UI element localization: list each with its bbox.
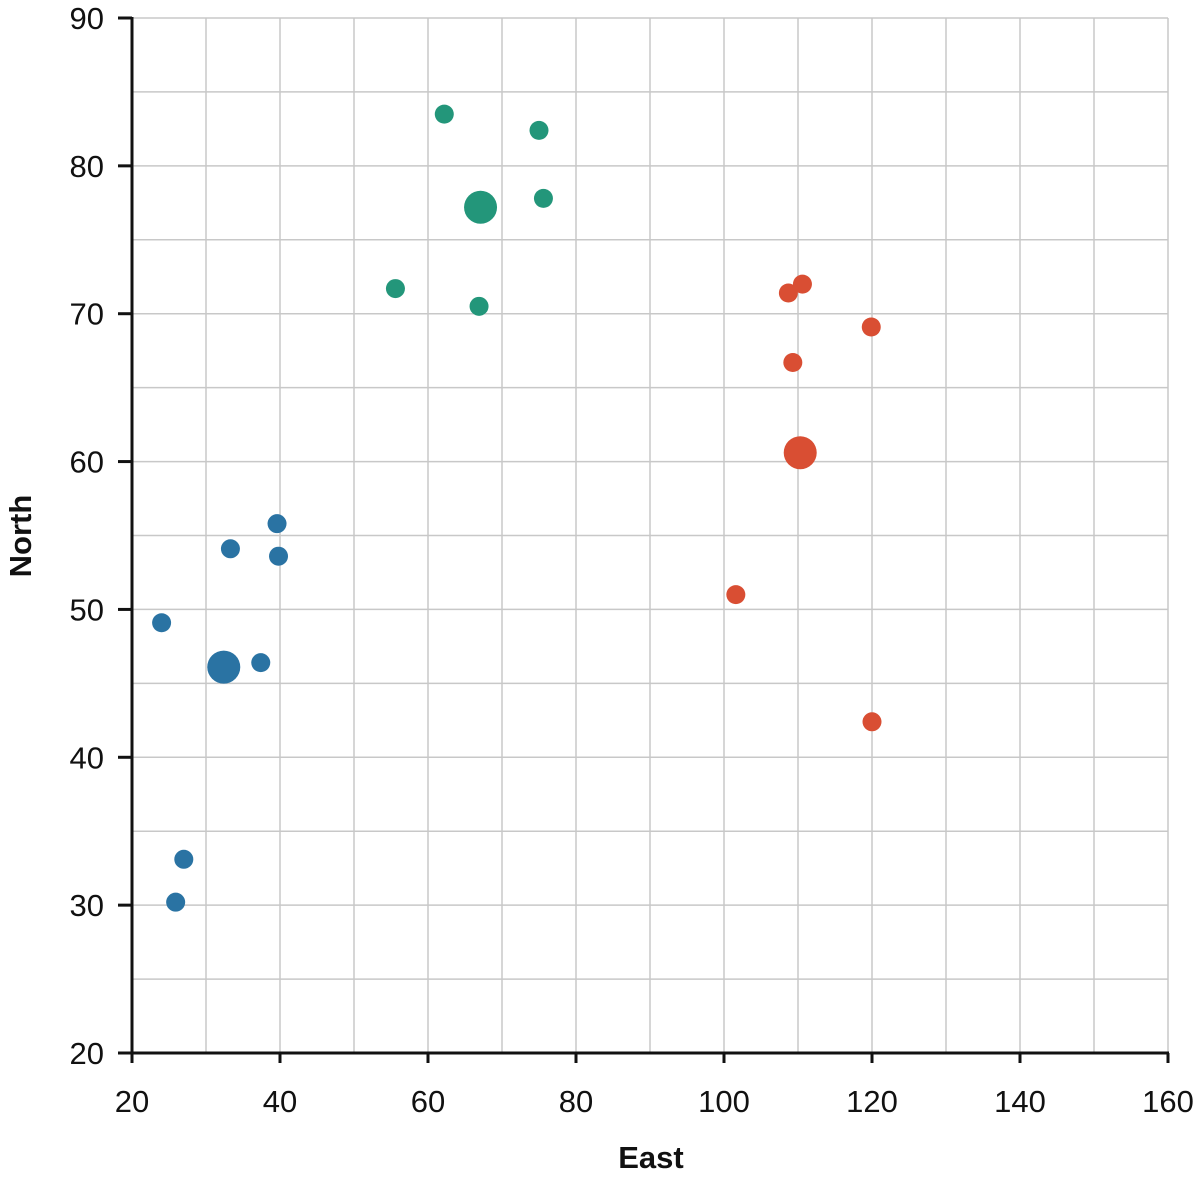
x-tick-label: 40	[263, 1084, 297, 1119]
data-point	[469, 296, 489, 316]
data-point	[434, 104, 454, 124]
data-point	[861, 317, 881, 337]
y-tick-label: 30	[70, 888, 104, 923]
x-tick-label: 80	[559, 1084, 593, 1119]
data-point	[529, 120, 549, 140]
series-2	[385, 104, 553, 316]
tick-labels: 20 40 60 80 100 120 140 160 20 30 40 50 60 70 80 90	[70, 1, 1194, 1119]
data-point	[783, 436, 817, 470]
x-tick-label: 120	[846, 1084, 898, 1119]
data-point	[220, 539, 240, 559]
data-point	[385, 279, 405, 299]
series-1	[152, 514, 289, 912]
y-tick-label: 60	[70, 445, 104, 480]
data-point	[251, 653, 271, 673]
grid	[132, 17, 1169, 1053]
data-point	[862, 712, 882, 732]
data-point	[207, 650, 241, 684]
y-tick-label: 50	[70, 592, 104, 627]
data-points	[152, 104, 882, 912]
data-point	[783, 353, 803, 373]
x-axis-title: East	[618, 1140, 683, 1175]
y-tick-label: 70	[70, 297, 104, 332]
y-tick-label: 40	[70, 740, 104, 775]
data-point	[166, 892, 186, 912]
data-point	[792, 274, 812, 294]
series-3	[726, 274, 882, 732]
data-point	[778, 283, 798, 303]
y-axis-title: North	[3, 495, 38, 578]
y-tick-label: 20	[70, 1036, 104, 1071]
y-tick-label: 80	[70, 149, 104, 184]
data-point	[269, 546, 289, 566]
data-point	[174, 849, 194, 869]
data-point	[464, 190, 498, 224]
y-tick-label: 90	[70, 1, 104, 36]
x-tick-label: 160	[1142, 1084, 1194, 1119]
data-point	[726, 585, 746, 605]
x-tick-label: 20	[115, 1084, 149, 1119]
x-tick-label: 140	[994, 1084, 1046, 1119]
data-point	[533, 188, 553, 208]
axes	[118, 16, 1170, 1063]
x-tick-label: 60	[411, 1084, 445, 1119]
data-point	[152, 613, 172, 633]
data-point	[267, 514, 287, 534]
x-tick-label: 100	[698, 1084, 750, 1119]
